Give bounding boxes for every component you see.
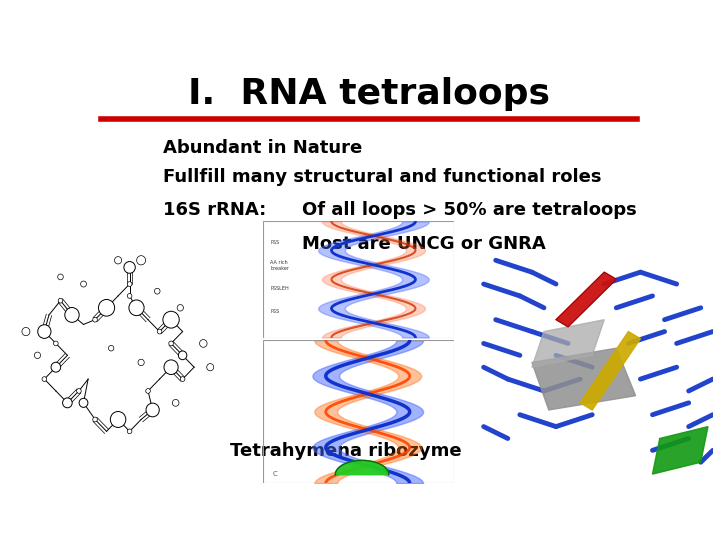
Circle shape	[22, 327, 30, 336]
Circle shape	[138, 359, 144, 366]
Text: PSS: PSS	[271, 309, 279, 314]
Text: 16S rRNA:: 16S rRNA:	[163, 201, 266, 219]
Circle shape	[35, 352, 40, 359]
Circle shape	[99, 300, 114, 316]
Text: AA rich
breaker: AA rich breaker	[271, 260, 289, 271]
Text: Abundant in Nature: Abundant in Nature	[163, 139, 361, 157]
Circle shape	[207, 363, 214, 371]
Circle shape	[65, 307, 79, 322]
Circle shape	[146, 403, 159, 417]
Circle shape	[79, 399, 88, 407]
Circle shape	[76, 389, 81, 393]
Circle shape	[164, 360, 178, 375]
Text: Fullfill many structural and functional roles: Fullfill many structural and functional …	[163, 168, 601, 186]
Circle shape	[110, 411, 126, 428]
Circle shape	[145, 389, 150, 393]
Polygon shape	[532, 348, 636, 410]
Circle shape	[127, 429, 132, 434]
Circle shape	[179, 351, 186, 360]
Circle shape	[51, 362, 60, 372]
Polygon shape	[580, 332, 641, 410]
Circle shape	[93, 417, 97, 422]
Circle shape	[137, 255, 145, 265]
Circle shape	[177, 305, 184, 311]
Text: I.  RNA tetraloops: I. RNA tetraloops	[188, 77, 550, 111]
Circle shape	[168, 341, 174, 346]
Circle shape	[154, 288, 160, 294]
Circle shape	[42, 377, 47, 381]
Circle shape	[58, 298, 63, 303]
Circle shape	[163, 311, 179, 328]
Polygon shape	[532, 320, 604, 367]
Circle shape	[53, 341, 58, 346]
Circle shape	[172, 400, 179, 406]
Circle shape	[81, 281, 86, 287]
Circle shape	[157, 329, 162, 334]
Circle shape	[127, 294, 132, 298]
Circle shape	[63, 398, 72, 408]
Circle shape	[127, 282, 132, 286]
Circle shape	[93, 318, 97, 322]
Circle shape	[129, 300, 144, 316]
Polygon shape	[652, 427, 708, 474]
Text: Tetrahymena ribozyme: Tetrahymena ribozyme	[230, 442, 461, 461]
Text: PSSLEH: PSSLEH	[271, 286, 289, 291]
Circle shape	[58, 274, 63, 280]
Text: PSS: PSS	[271, 240, 279, 245]
Polygon shape	[336, 461, 389, 475]
Circle shape	[37, 325, 51, 339]
Circle shape	[114, 256, 122, 264]
Polygon shape	[556, 272, 616, 327]
Text: Of all loops > 50% are tetraloops: Of all loops > 50% are tetraloops	[302, 201, 636, 219]
Circle shape	[109, 346, 114, 351]
Text: C: C	[272, 471, 277, 477]
Circle shape	[199, 340, 207, 347]
Text: Most are UNCG or GNRA: Most are UNCG or GNRA	[302, 234, 546, 253]
Circle shape	[124, 261, 135, 273]
Circle shape	[180, 377, 185, 381]
